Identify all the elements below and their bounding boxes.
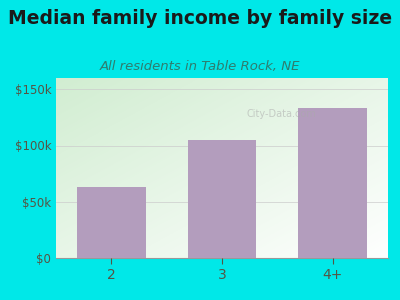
Text: Median family income by family size: Median family income by family size bbox=[8, 9, 392, 28]
Bar bbox=[298, 108, 367, 258]
Text: All residents in Table Rock, NE: All residents in Table Rock, NE bbox=[100, 60, 300, 73]
Bar bbox=[188, 140, 256, 258]
Text: City-Data.com: City-Data.com bbox=[247, 109, 317, 119]
Bar bbox=[77, 187, 146, 258]
